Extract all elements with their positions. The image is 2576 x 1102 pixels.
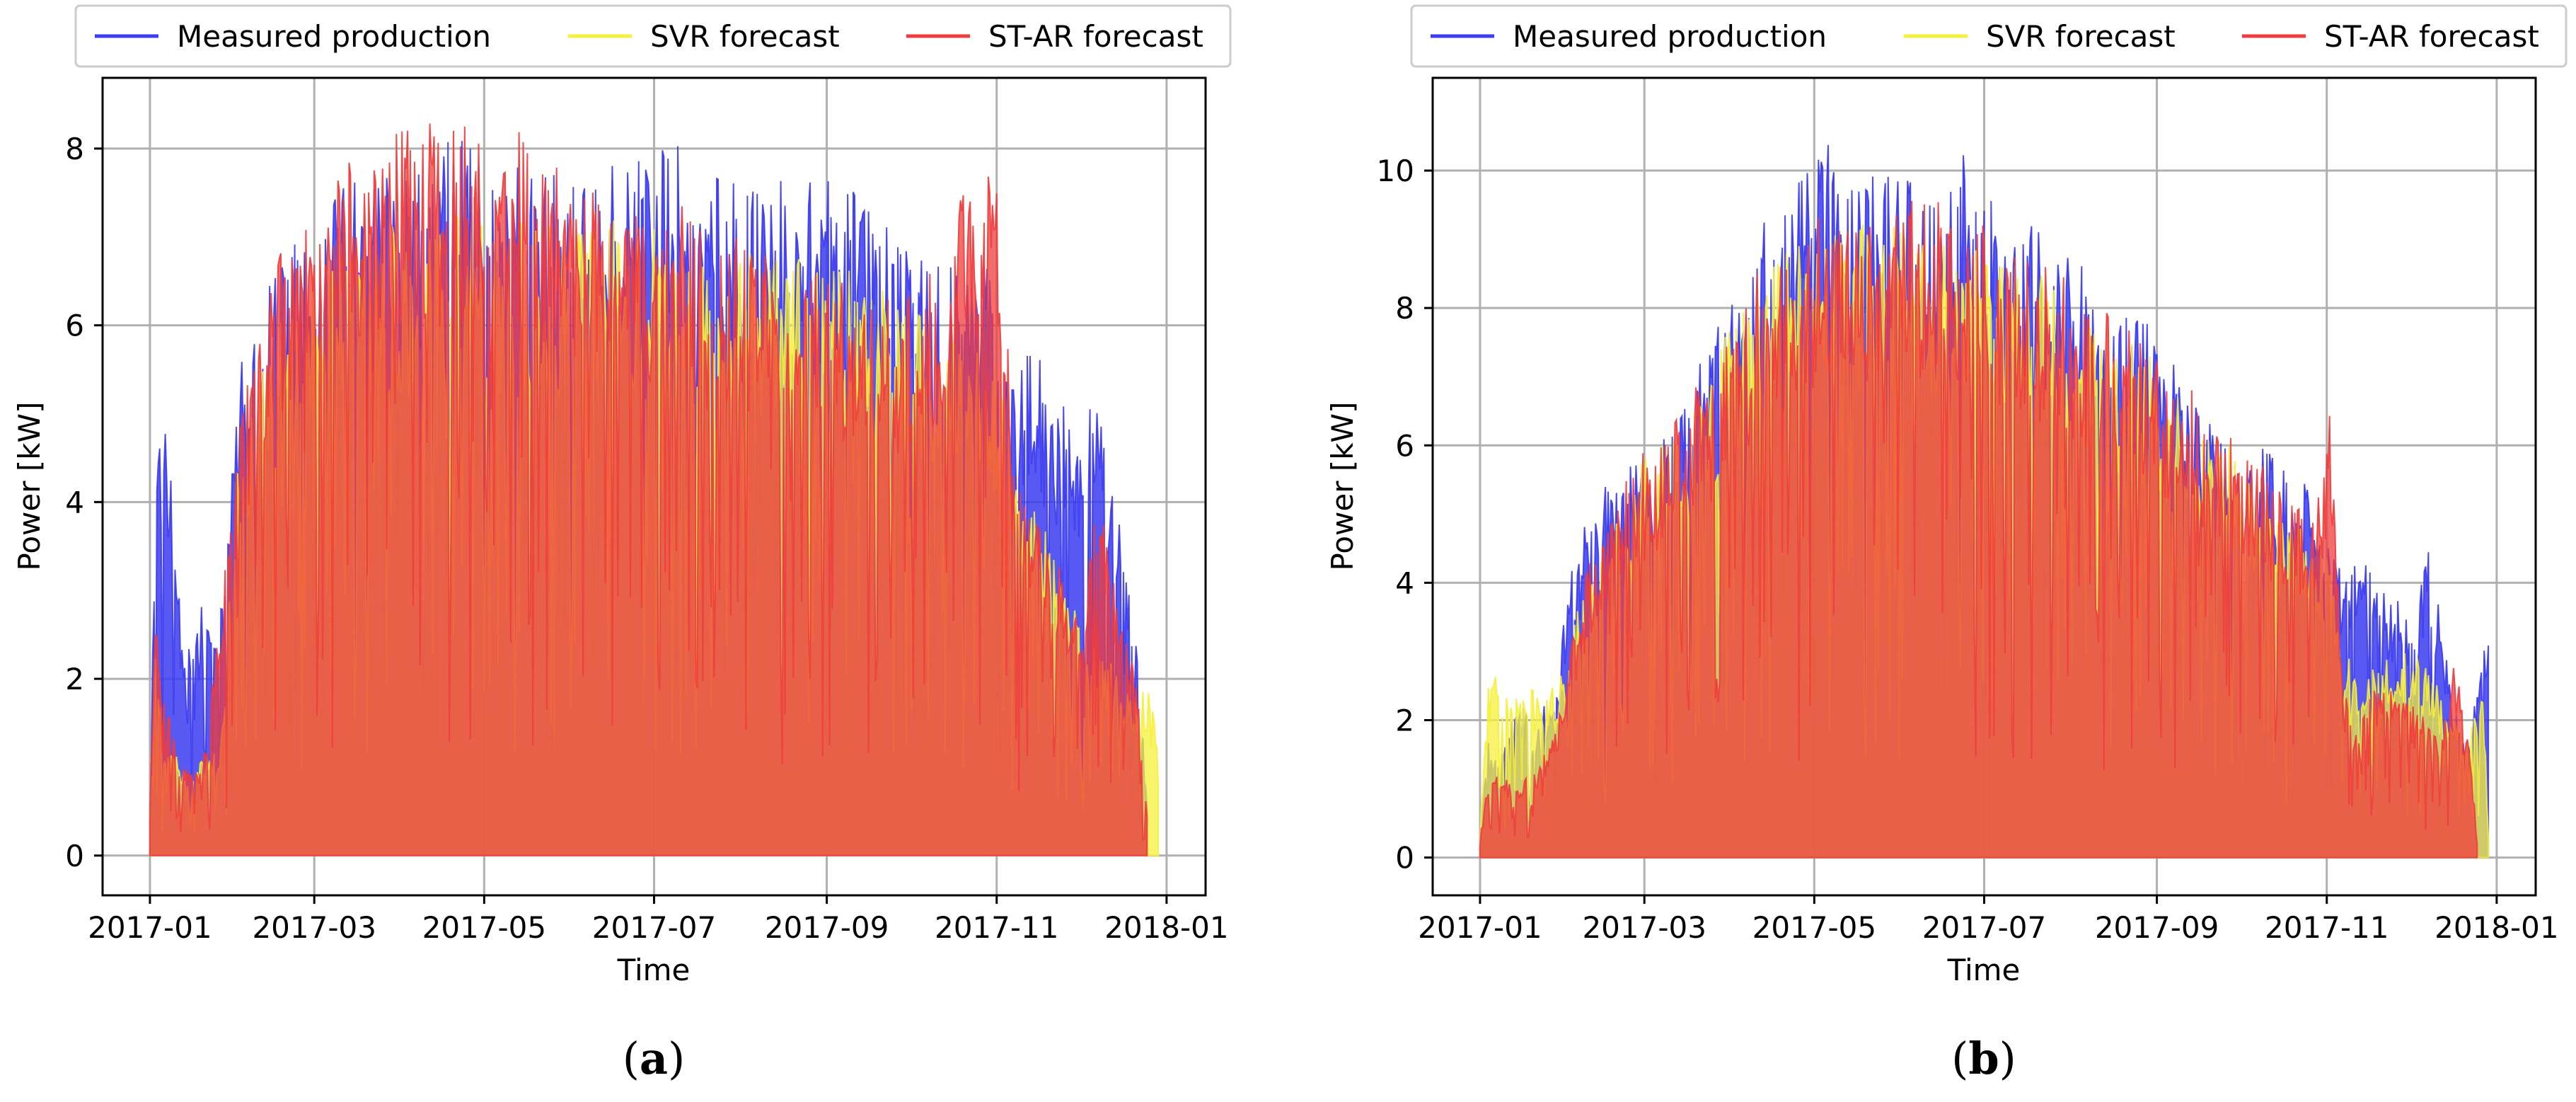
x-tick-label: 2017-07 — [1922, 910, 2047, 945]
x-tick-label: 2017-03 — [252, 910, 376, 945]
legend-label-measured: Measured production — [1513, 19, 1827, 54]
series-area-st-ar-forecast — [1479, 200, 2478, 859]
x-tick-label: 2017-05 — [1752, 910, 1877, 945]
legend-label-svr: SVR forecast — [650, 19, 840, 54]
legend-a: Measured production SVR forecast ST-AR f… — [74, 4, 1232, 68]
y-tick-label: 4 — [65, 485, 84, 520]
legend-box — [1410, 4, 2568, 68]
x-tick-label: 2017-05 — [422, 910, 547, 945]
y-tick-label: 2 — [65, 662, 84, 696]
panel-a: Measured production SVR forecast ST-AR f… — [12, 4, 1232, 1084]
x-tick-label: 2017-03 — [1582, 910, 1706, 945]
x-ticks-b: 2017-01 2017-03 2017-05 2017-07 2017-09 2017-… — [1418, 895, 2559, 945]
x-tick-label: 2018-01 — [2435, 910, 2559, 945]
x-tick-label: 2017-07 — [592, 910, 717, 945]
x-tick-label: 2017-09 — [2095, 910, 2219, 945]
y-tick-label: 6 — [1395, 428, 1414, 463]
x-tick-label: 2017-11 — [2265, 910, 2389, 945]
plot-area-b — [1479, 144, 2490, 859]
legend-box — [74, 4, 1232, 68]
y-ticks-a: 0 2 4 6 8 — [65, 132, 103, 873]
x-tick-label: 2017-11 — [935, 910, 1059, 945]
y-tick-label: 6 — [65, 309, 84, 343]
series-area-st-ar-forecast — [149, 123, 1148, 856]
legend-label-measured: Measured production — [177, 19, 491, 54]
x-tick-label: 2017-01 — [1418, 910, 1542, 945]
x-tick-label: 2017-01 — [88, 910, 212, 945]
caption-a: (a) — [623, 1033, 686, 1084]
legend-label-svr: SVR forecast — [1986, 19, 2176, 54]
legend-b: Measured production SVR forecast ST-AR f… — [1410, 4, 2568, 68]
y-tick-label: 2 — [1395, 704, 1414, 738]
panel-b: Measured production SVR forecast ST-AR f… — [1325, 4, 2568, 1084]
legend-label-star: ST-AR forecast — [2324, 19, 2539, 54]
x-axis-label-b: Time — [1947, 953, 2021, 987]
x-tick-label: 2017-09 — [765, 910, 889, 945]
y-axis-label-b: Power [kW] — [1325, 402, 1360, 571]
plot-area-a — [149, 123, 1160, 856]
y-tick-label: 0 — [65, 839, 84, 873]
x-tick-label: 2018-01 — [1104, 910, 1229, 945]
y-tick-label: 10 — [1377, 154, 1414, 188]
y-tick-label: 8 — [1395, 291, 1414, 326]
y-tick-label: 8 — [65, 132, 84, 166]
legend-label-star: ST-AR forecast — [988, 19, 1203, 54]
y-tick-label: 0 — [1395, 841, 1414, 876]
y-tick-label: 4 — [1395, 566, 1414, 600]
y-ticks-b: 0 2 4 6 8 10 — [1377, 154, 1433, 876]
y-axis-label-a: Power [kW] — [12, 402, 47, 571]
x-ticks-a: 2017-01 2017-03 2017-05 2017-07 2017-09 2017-… — [88, 895, 1229, 945]
x-axis-label-a: Time — [617, 953, 691, 987]
caption-b: (b) — [1951, 1033, 2016, 1084]
